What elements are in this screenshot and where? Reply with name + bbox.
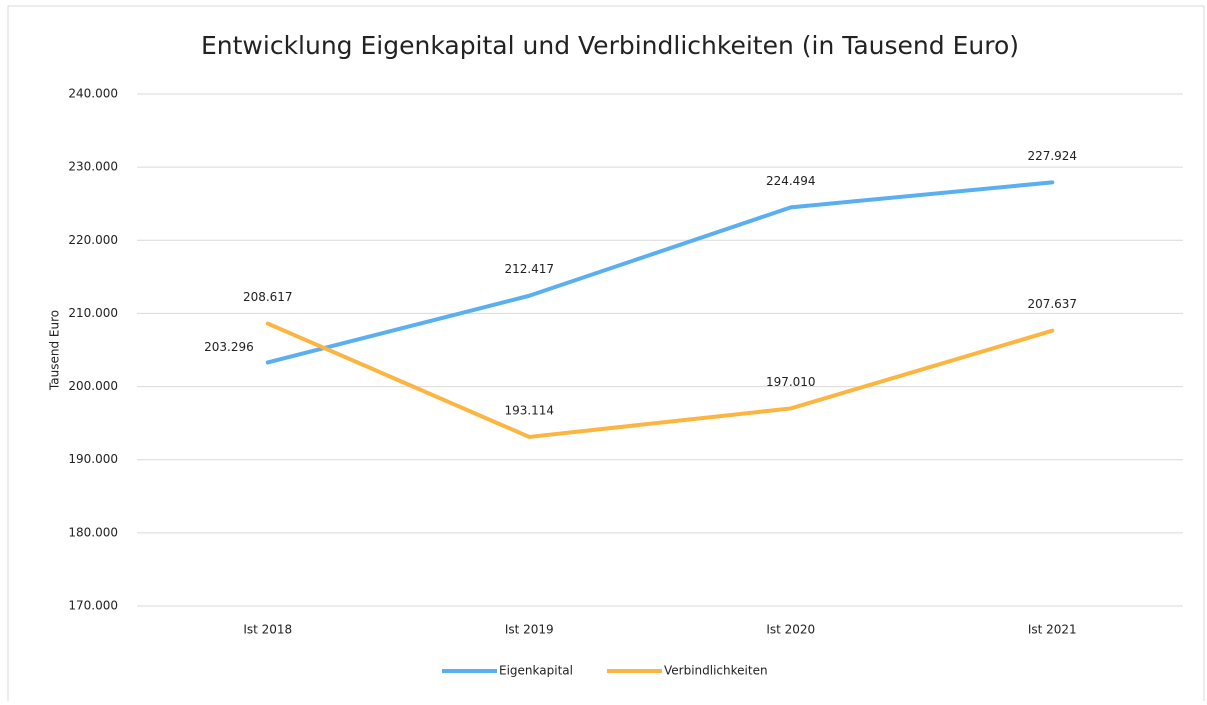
x-tick-label: Ist 2018	[243, 623, 292, 637]
legend-item: Eigenkapital	[442, 664, 573, 678]
data-label: 227.924	[1027, 149, 1077, 163]
data-label: 208.617	[243, 290, 293, 304]
y-axis-label: Tausend Euro	[48, 310, 62, 391]
x-tick-label: Ist 2020	[766, 623, 815, 637]
line	[265, 180, 1055, 365]
y-tick-label: 180.000	[68, 525, 118, 539]
legend-item: Verbindlichkeiten	[607, 664, 768, 678]
y-tick-label: 220.000	[68, 233, 118, 247]
y-tick-label: 190.000	[68, 452, 118, 466]
x-tick-label: Ist 2019	[505, 623, 554, 637]
y-tick-label: 170.000	[68, 599, 118, 613]
data-label: 203.296	[204, 340, 254, 354]
chart-title: Entwicklung Eigenkapital und Verbindlich…	[201, 31, 1019, 60]
legend-label: Verbindlichkeiten	[664, 664, 768, 678]
data-label: 197.010	[766, 375, 816, 389]
chart-border	[7, 5, 1205, 705]
legend-label: Eigenkapital	[499, 664, 573, 678]
y-tick-label: 240.000	[68, 87, 118, 101]
y-tick-label: 230.000	[68, 160, 118, 174]
y-tick-label: 200.000	[68, 379, 118, 393]
data-label: 193.114	[504, 403, 554, 417]
data-label: 212.417	[504, 262, 554, 276]
y-tick-label: 210.000	[68, 306, 118, 320]
line	[265, 321, 1055, 439]
data-label: 207.637	[1027, 297, 1077, 311]
data-label: 224.494	[766, 174, 816, 188]
x-tick-label: Ist 2021	[1028, 623, 1077, 637]
